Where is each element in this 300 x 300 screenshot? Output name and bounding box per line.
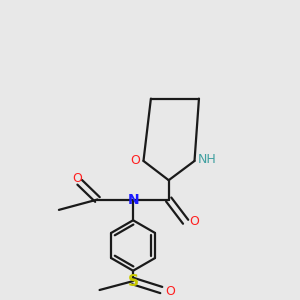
Text: S: S <box>128 274 139 289</box>
Text: O: O <box>72 172 82 185</box>
Text: O: O <box>165 285 175 298</box>
Text: NH: NH <box>198 153 216 166</box>
Text: O: O <box>130 154 140 167</box>
Text: N: N <box>127 193 139 206</box>
Text: O: O <box>190 215 200 228</box>
